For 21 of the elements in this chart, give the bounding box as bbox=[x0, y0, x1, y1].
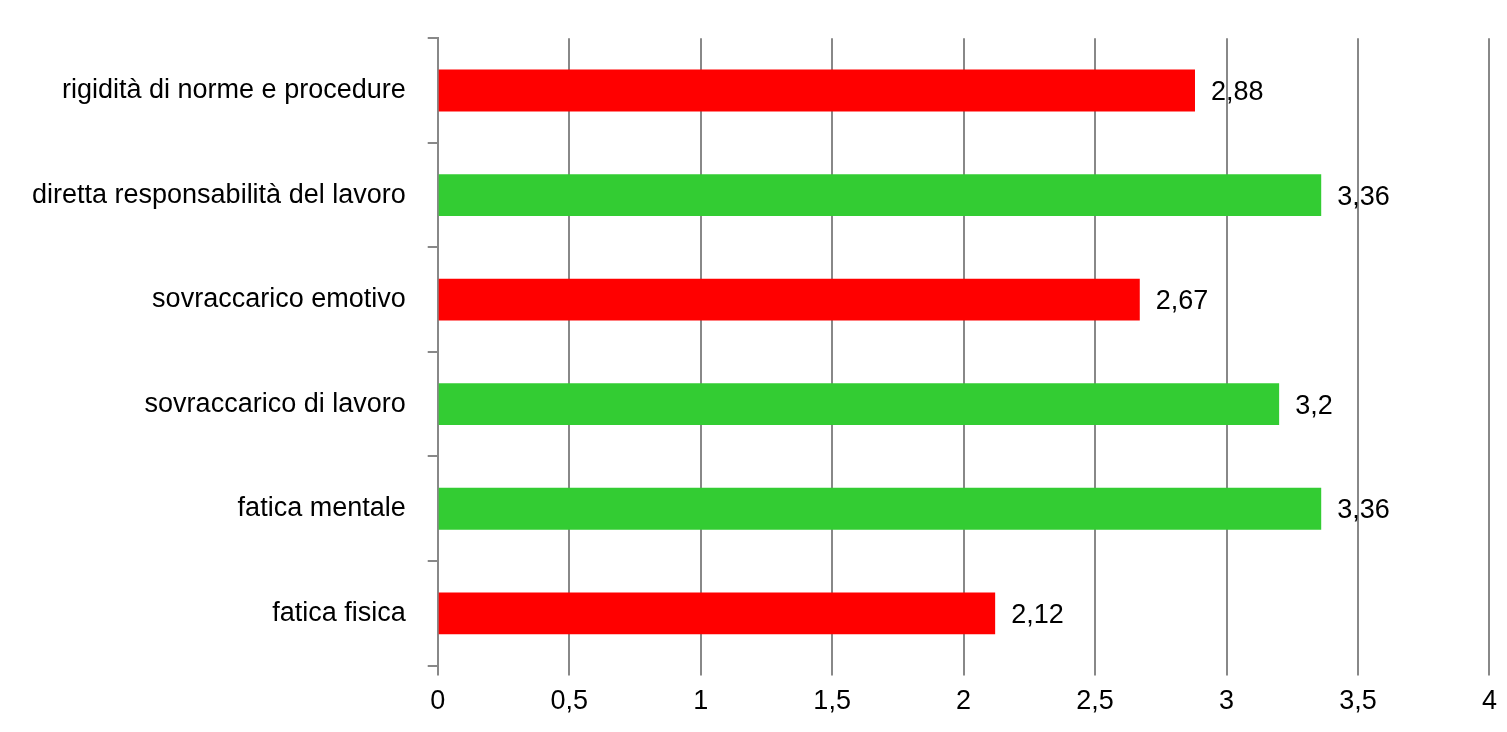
y-tick-label: rigidità di norme e procedure bbox=[62, 73, 406, 104]
y-tick-label: sovraccarico di lavoro bbox=[144, 387, 406, 418]
x-tick-label: 2,5 bbox=[1076, 685, 1114, 716]
x-tick-label: 1,5 bbox=[813, 685, 851, 716]
y-tick-label: sovraccarico emotivo bbox=[152, 283, 406, 314]
x-tick-label: 2 bbox=[956, 685, 972, 716]
data-label: 2,67 bbox=[1155, 285, 1209, 316]
data-label: 3,2 bbox=[1295, 389, 1333, 420]
x-tick-label: 3,5 bbox=[1339, 685, 1377, 716]
data-label: 2,12 bbox=[1011, 598, 1064, 629]
x-tick-label: 3 bbox=[1219, 685, 1235, 716]
data-label: 3,36 bbox=[1337, 494, 1390, 525]
x-tick-label: 0,5 bbox=[550, 685, 588, 716]
data-label: 2,88 bbox=[1210, 75, 1264, 106]
x-tick-label: 4 bbox=[1481, 685, 1498, 716]
y-tick-label: fatica fisica bbox=[272, 596, 407, 627]
x-tick-label: 1 bbox=[693, 685, 709, 716]
y-tick-label: fatica mentale bbox=[237, 492, 406, 523]
y-tick-label: diretta responsabilità del lavoro bbox=[32, 178, 406, 209]
x-tick-label: 0 bbox=[430, 685, 446, 716]
data-label: 3,36 bbox=[1337, 180, 1390, 211]
